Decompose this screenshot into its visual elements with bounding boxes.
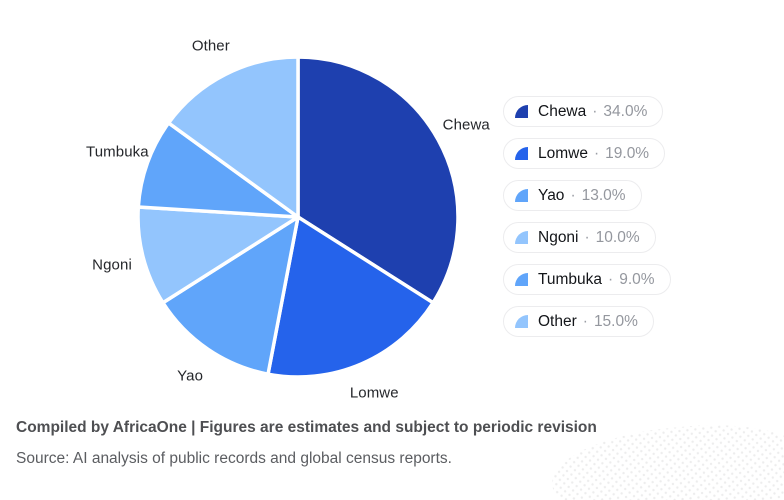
legend-item-value: 9.0% [619,270,655,288]
pie-slice-icon [515,315,528,328]
pie-slice-other [166,55,300,219]
pie-slice-icon [515,231,528,244]
pie-slice-icon [515,147,528,160]
legend-item-value: 10.0% [595,228,640,246]
legend-separator: · [584,228,590,246]
pie-slice-yao [161,215,300,376]
legend-item-ngoni: Ngoni · 10.0% [503,222,656,253]
chart-area: Chewa Lomwe Yao Ngoni Tumbuka Other [86,37,490,402]
pie-slice-icon [515,189,528,202]
slice-label-lomwe: Lomwe [349,384,399,402]
legend-item-label: Tumbuka [538,270,603,288]
legend-separator: · [570,186,576,204]
slice-label-yao: Yao [177,367,204,385]
slice-label-tumbuka: Tumbuka [86,143,149,161]
slice-label-chewa: Chewa [442,116,490,133]
slice-label-ngoni: Ngoni [92,256,132,274]
pie-slice-icon [515,105,528,118]
pie-slice-icon [515,273,528,286]
footer: Compiled by AfricaOne | Figures are esti… [16,419,597,468]
legend-item-chewa: Chewa · 34.0% [503,96,664,127]
legend-separator: · [582,312,588,330]
slice-label-other: Other [191,37,230,55]
legend-separator: · [592,102,598,120]
legend-item-label: Ngoni [538,228,579,246]
source-text: Source: AI analysis of public records an… [16,450,452,467]
pie-slice-lomwe [266,215,435,379]
legend-item-value: 15.0% [593,312,638,330]
legend-item-label: Lomwe [538,144,588,162]
legend-item-label: Yao [538,186,565,204]
legend-item-yao: Yao · 13.0% [503,180,642,211]
legend-item-lomwe: Lomwe · 19.0% [503,138,666,169]
legend-item-value: 13.0% [581,186,626,204]
legend-item-value: 34.0% [603,102,648,120]
pie-chart [136,55,460,379]
pie-slice-ngoni [136,205,300,305]
attribution-text: Compiled by AfricaOne | Figures are esti… [16,419,597,436]
legend-item-tumbuka: Tumbuka · 9.0% [503,264,671,295]
legend-item-label: Chewa [538,102,587,120]
legend-item-label: Other [538,312,577,330]
legend: Chewa · 34.0% Lomwe · 19.0% Yao · 13.0% Ngoni · 10.… [503,96,671,337]
legend-separator: · [593,144,600,162]
legend-item-value: 19.0% [605,144,650,162]
legend-separator: · [608,270,614,288]
legend-item-other: Other · 15.0% [503,306,654,337]
